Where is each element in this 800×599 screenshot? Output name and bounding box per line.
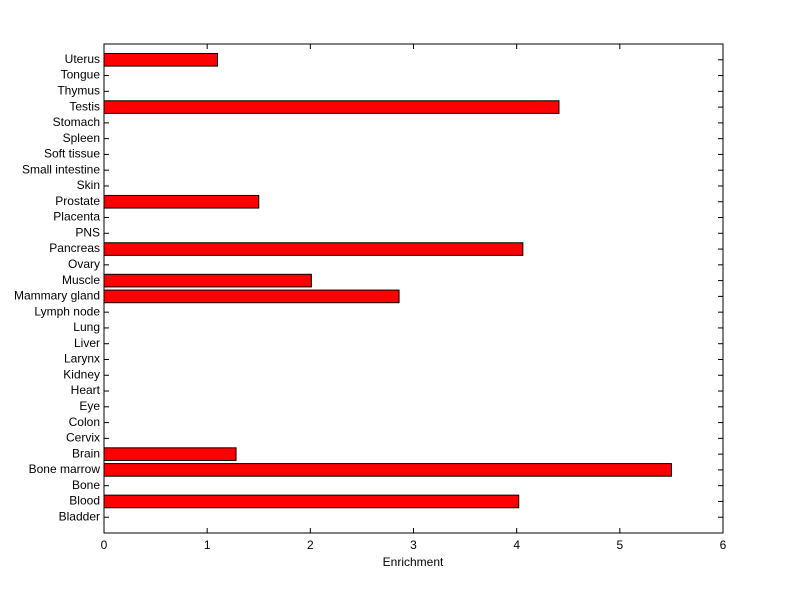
y-tick-label: Brain <box>72 446 100 460</box>
y-tick-label: Pancreas <box>49 241 100 255</box>
y-tick-label: Prostate <box>55 194 100 208</box>
y-tick-label: Cervix <box>66 431 100 445</box>
y-tick-label: Heart <box>71 383 101 397</box>
x-tick-label: 5 <box>616 538 623 552</box>
y-tick-label: Tongue <box>61 68 101 82</box>
y-tick-label: Skin <box>77 178 100 192</box>
y-tick-label: Bladder <box>59 509 100 523</box>
y-tick-label: Soft tissue <box>44 147 100 161</box>
bar <box>103 494 520 509</box>
bar <box>103 289 400 304</box>
bar <box>103 447 237 461</box>
bar <box>103 194 260 209</box>
y-tick-label: Placenta <box>53 210 100 224</box>
y-tick-label: Spleen <box>63 131 100 145</box>
bar <box>103 242 524 256</box>
y-tick-label: Liver <box>74 336 100 350</box>
x-tick-label: 2 <box>307 538 314 552</box>
y-tick-label: Small intestine <box>22 162 100 176</box>
x-axis-label: Enrichment <box>383 555 444 569</box>
y-tick-label: Testis <box>69 99 100 113</box>
y-tick-label: Eye <box>79 399 100 413</box>
y-tick-label: Muscle <box>62 273 100 287</box>
x-tick-label: 0 <box>101 538 108 552</box>
y-tick-label: Kidney <box>63 367 100 381</box>
x-tick-label: 4 <box>513 538 520 552</box>
y-tick-label: Stomach <box>53 115 100 129</box>
y-tick-label: Colon <box>69 415 100 429</box>
bar <box>103 52 218 67</box>
x-tick-label: 3 <box>410 538 417 552</box>
y-tick-label: PNS <box>75 225 100 239</box>
y-tick-label: Lymph node <box>34 304 100 318</box>
bar <box>103 273 312 288</box>
y-tick-label: Bone marrow <box>29 462 101 476</box>
y-tick-label: Thymus <box>57 83 100 97</box>
x-tick-label: 6 <box>720 538 727 552</box>
y-tick-label: Ovary <box>68 257 100 271</box>
y-tick-label: Uterus <box>65 52 100 66</box>
y-tick-label: Bone <box>72 478 100 492</box>
y-tick-label: Lung <box>73 320 100 334</box>
bar <box>103 100 560 114</box>
x-tick-label: 1 <box>204 538 211 552</box>
y-tick-label: Larynx <box>64 352 100 366</box>
y-tick-label: Blood <box>69 494 100 508</box>
bar <box>103 463 672 477</box>
y-tick-label: Mammary gland <box>14 289 100 303</box>
